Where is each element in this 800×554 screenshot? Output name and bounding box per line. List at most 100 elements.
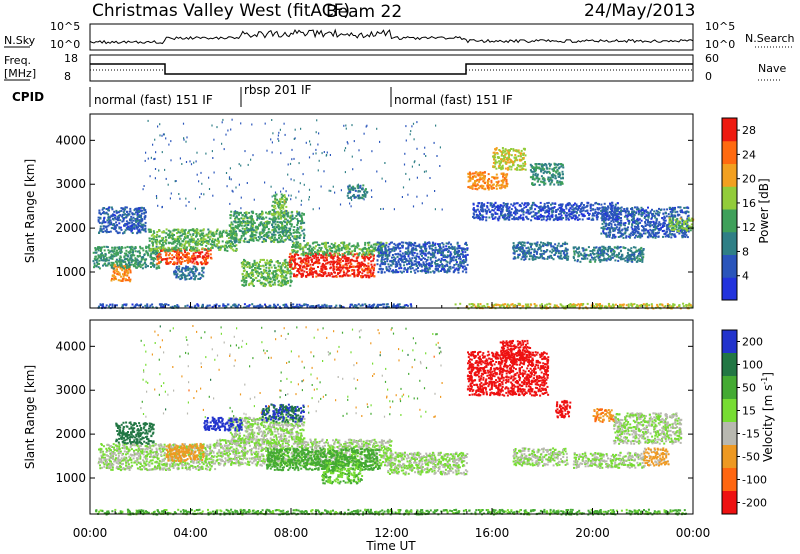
power-echo-cell xyxy=(136,227,139,230)
power-echo-cell xyxy=(204,238,207,241)
noise-strip-frame xyxy=(89,23,694,51)
power-echo-cell xyxy=(235,305,238,308)
power-echo-cell xyxy=(129,257,132,260)
power-echo-cell xyxy=(364,303,367,306)
power-echo-cell xyxy=(94,255,97,258)
power-echo-cell xyxy=(210,247,213,250)
power-echo-cell xyxy=(251,280,254,283)
power-echo-cell xyxy=(194,242,197,245)
power-echo-cell xyxy=(379,244,382,247)
power-echo-cell xyxy=(160,305,163,308)
power-echo-cell xyxy=(338,249,340,252)
power-echo-cell xyxy=(265,223,268,226)
power-echo-cell xyxy=(123,272,126,275)
power-echo-cell xyxy=(99,225,102,228)
power-echo-cell xyxy=(380,260,383,263)
power-echo-cell xyxy=(119,265,122,268)
power-echo-cell xyxy=(368,276,371,279)
power-echo-cell xyxy=(186,261,189,264)
power-echo-cell xyxy=(118,227,121,230)
freq-label: Freq. xyxy=(4,54,31,67)
power-echo-cell xyxy=(145,250,148,253)
power-echo-cell xyxy=(376,243,379,246)
power-echo-cell xyxy=(155,266,158,269)
power-echo-cell xyxy=(108,305,111,308)
power-echo-cell xyxy=(512,242,515,245)
power-echo-cell xyxy=(251,222,254,225)
power-echo-cell xyxy=(560,250,563,253)
power-echo-cell xyxy=(306,305,309,308)
power-echo-cell xyxy=(418,245,421,248)
power-echo-cell xyxy=(123,224,126,227)
power-echo-cell xyxy=(415,258,418,261)
power-echo-cell xyxy=(492,187,495,190)
power-echo-cell xyxy=(252,230,255,233)
power-echo-cell xyxy=(294,238,297,241)
power-echo-cell xyxy=(317,253,319,255)
power-echo-cell xyxy=(119,279,122,282)
power-echo-cell xyxy=(424,263,427,266)
power-echo-cell xyxy=(264,303,266,306)
power-echo-cell xyxy=(94,249,97,251)
power-echo-cell xyxy=(109,250,112,253)
power-echo-cell xyxy=(392,270,395,273)
power-echo-cell xyxy=(433,270,436,273)
power-echo-cell xyxy=(243,277,246,280)
power-echo-cell xyxy=(207,255,210,258)
power-echo-cell xyxy=(249,215,252,218)
power-echo-cell xyxy=(281,240,284,243)
power-echo-cell xyxy=(185,255,188,258)
power-echo-cell xyxy=(395,253,398,256)
power-echo-cell xyxy=(125,254,128,257)
power-echo-cell xyxy=(219,232,222,234)
power-echo-cell xyxy=(289,229,291,231)
power-echo-cell xyxy=(191,261,194,264)
power-echo-cell xyxy=(187,240,190,243)
power-echo-cell xyxy=(113,265,116,268)
power-echo-cell xyxy=(546,249,549,251)
power-echo-cell xyxy=(428,245,431,248)
power-echo-cell xyxy=(295,238,298,241)
power-echo-cell xyxy=(256,261,259,264)
power-echo-cell xyxy=(201,274,204,277)
power-echo-cell xyxy=(308,250,311,252)
power-echo-cell xyxy=(404,304,407,307)
power-echo-cell xyxy=(412,254,415,257)
power-echo-cell xyxy=(259,268,262,270)
power-echo-cell xyxy=(562,242,564,245)
power-echo-cell xyxy=(133,254,136,257)
power-echo-cell xyxy=(327,272,330,275)
power-echo-cell xyxy=(259,305,262,308)
power-echo-cell xyxy=(357,190,360,193)
power-echo-cell xyxy=(238,241,240,244)
power-echo-cell xyxy=(299,234,302,237)
power-echo-cell xyxy=(255,237,257,240)
power-echo-cell xyxy=(505,176,508,179)
power-echo-cell xyxy=(263,229,266,231)
power-echo-cell xyxy=(372,267,375,270)
power-echo-cell xyxy=(398,257,401,260)
nave-tick-top: 60 xyxy=(705,52,719,65)
power-echo-cell xyxy=(472,182,475,185)
power-echo-region xyxy=(492,147,527,171)
power-echo-cell xyxy=(173,238,176,241)
power-echo-cell xyxy=(287,280,290,282)
power-echo-cell xyxy=(360,261,363,264)
power-echo-cell xyxy=(265,266,268,269)
power-echo-cell xyxy=(317,304,320,307)
power-echo-cell xyxy=(352,185,355,188)
power-echo-cell xyxy=(442,249,445,252)
power-echo-cell xyxy=(189,260,192,263)
power-echo-cell xyxy=(430,247,433,250)
power-echo-cell xyxy=(315,275,318,278)
power-echo-cell xyxy=(177,238,179,241)
power-echo-cell xyxy=(330,260,333,263)
power-echo-cell xyxy=(299,214,302,217)
power-echo-cell xyxy=(164,247,167,250)
power-echo-cell xyxy=(196,244,199,247)
power-echo-cell xyxy=(105,226,108,229)
power-echo-cell xyxy=(171,233,174,236)
power-echo-cell xyxy=(371,246,374,249)
power-echo-cell xyxy=(379,265,382,268)
power-echo-cell xyxy=(215,245,218,248)
